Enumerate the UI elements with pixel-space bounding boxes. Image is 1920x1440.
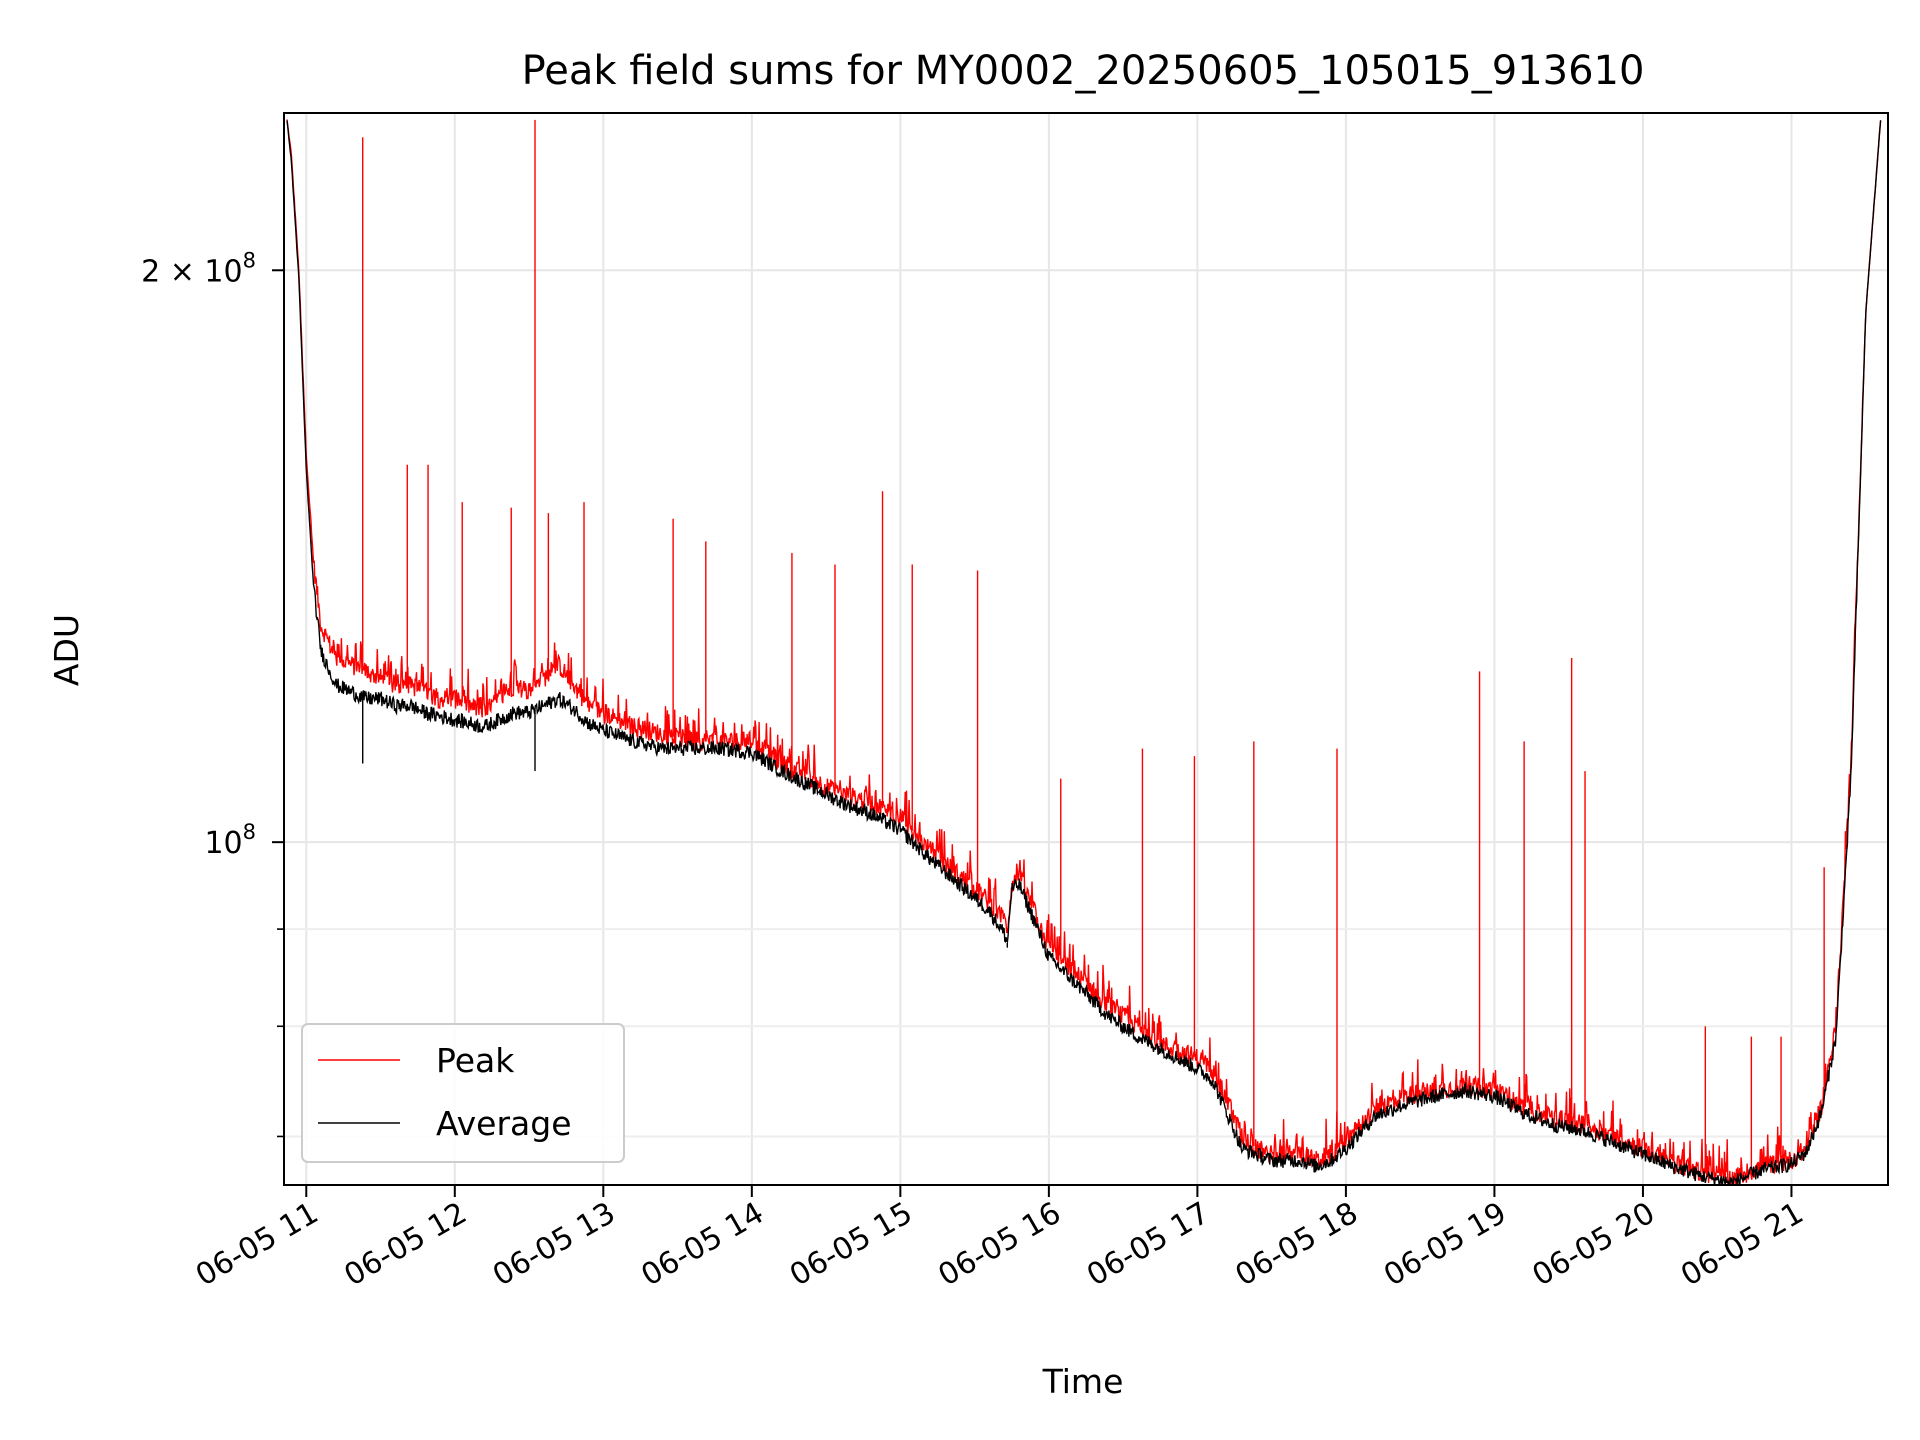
chart-title: Peak field sums for MY0002_20250605_1050…: [522, 48, 1645, 94]
legend-label-average: Average: [436, 1104, 572, 1143]
legend-box: [301, 1023, 625, 1163]
plot-area: [286, 119, 1882, 1185]
legend-label-peak: Peak: [436, 1041, 515, 1080]
grid: [284, 113, 1888, 1185]
x-axis-label: Time: [1042, 1362, 1124, 1401]
plot-frame: [283, 112, 1889, 1186]
y-tick-label: 108: [204, 820, 256, 861]
series-spikes-peak: [362, 119, 1825, 1174]
y-axis-label: ADU: [47, 614, 86, 686]
legend: Peak Average: [301, 1023, 625, 1163]
series-line-average: [286, 120, 1882, 1185]
series-dips-average: [362, 697, 1741, 1185]
y-axis: 108 2 × 108: [141, 248, 284, 1138]
y-tick-label: 2 × 108: [141, 248, 256, 289]
